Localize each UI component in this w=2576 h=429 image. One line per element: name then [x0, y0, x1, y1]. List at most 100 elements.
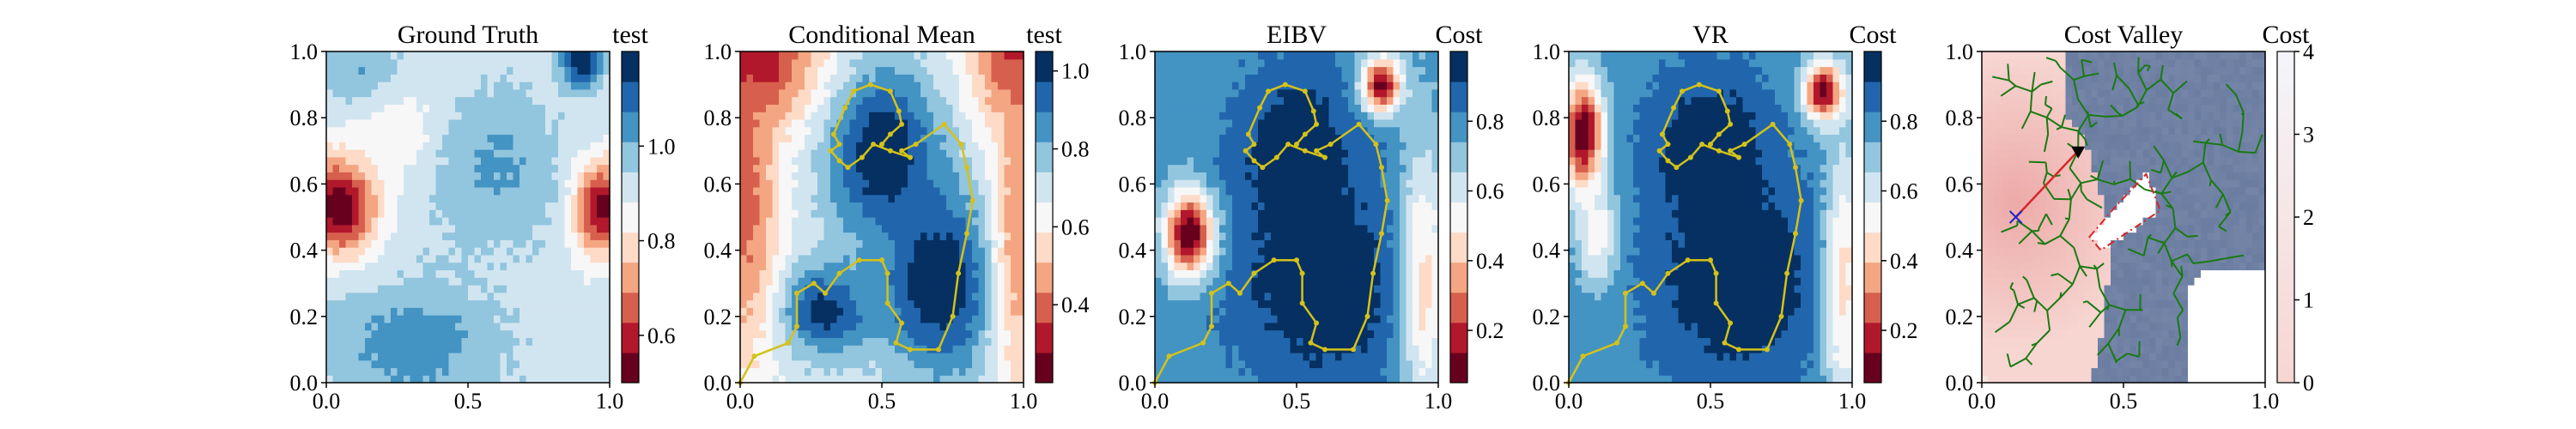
colorbar-frame: [621, 51, 640, 384]
colorbar-band: [1036, 232, 1053, 263]
rrt-edge: [2015, 85, 2032, 93]
trajectory-point: [867, 82, 873, 88]
x-tick-label: 1.0: [1010, 389, 1038, 414]
colorbar-band: [2277, 266, 2294, 276]
colorbar-band: [2277, 93, 2294, 102]
rrt-edge: [2008, 304, 2020, 323]
rrt-edge: [1994, 321, 2011, 334]
rrt-edge: [2096, 342, 2109, 356]
rrt-edge: [2077, 99, 2089, 116]
rrt-edge: [2059, 218, 2070, 237]
colorbar-band: [2277, 275, 2294, 284]
rrt-edge: [2001, 225, 2018, 233]
rrt-edge: [2172, 80, 2188, 94]
trajectory-point: [1765, 347, 1770, 353]
trajectory-point: [1209, 290, 1214, 296]
y-tick-label: 0.0: [1533, 371, 1561, 396]
y-tick-label: 0.2: [1946, 305, 1974, 329]
panel-1: Conditional Mean 0.0 0.5 1.0 0.0 0.2 0.4 0.6 0.8…: [704, 21, 1090, 414]
rrt-edge: [2177, 309, 2184, 318]
y-tick-label: 0.6: [1946, 172, 1974, 196]
colorbar-band: [1864, 112, 1881, 142]
rrt-edge: [2221, 143, 2239, 153]
rrt-edge: [2137, 72, 2148, 91]
y-tick-label: 1.0: [1946, 39, 1974, 64]
trajectory-point: [1266, 88, 1271, 94]
trajectory-point: [1373, 142, 1379, 148]
rrt-edge: [2086, 300, 2102, 313]
y-tick-label: 0.4: [1119, 239, 1147, 263]
rrt-edge: [2020, 111, 2032, 130]
colorbar: 0.2 0.4 0.6 0.8 Cost: [1849, 21, 1918, 384]
trajectory-point: [1225, 281, 1231, 287]
rrt-edge: [1991, 76, 2009, 82]
y-tick-label: 0.4: [290, 239, 319, 263]
trajectory-point: [1665, 142, 1671, 148]
trajectory-point: [887, 148, 893, 154]
colorbar-band: [1036, 142, 1053, 172]
rrt-edge: [2090, 174, 2099, 180]
current-location-marker: [2071, 146, 2086, 159]
colorbar-band: [1036, 202, 1053, 233]
colorbar-band: [1450, 322, 1467, 353]
rrt-edge: [2107, 342, 2117, 362]
y-tick-label: 0.8: [290, 106, 319, 130]
colorbar-tick-label: 1.0: [1061, 59, 1090, 84]
colorbar-tick-label: 0.8: [1061, 137, 1090, 162]
colorbar-tick-label: 0.2: [1476, 318, 1504, 343]
rrt-edge: [2095, 269, 2101, 289]
colorbar-tick-label: 0.6: [647, 323, 676, 348]
trajectory-point: [969, 197, 975, 203]
trajectory-point: [859, 154, 865, 160]
trajectory-point: [950, 313, 956, 319]
rrt-edge: [2029, 91, 2033, 112]
colorbar-band: [1450, 232, 1467, 263]
trajectory-point: [1736, 347, 1741, 353]
rrt-edge: [2163, 160, 2173, 178]
y-tick-label: 0.4: [704, 239, 732, 263]
rrt-edge: [2215, 193, 2224, 208]
rrt-edge: [2096, 263, 2105, 270]
trajectory-line: [738, 83, 974, 384]
rrt-edge: [2084, 138, 2088, 147]
rrt-edge: [2193, 260, 2211, 264]
y-tick-label: 0.0: [1946, 371, 1974, 396]
trajectory-point: [1260, 165, 1266, 171]
colorbar-band: [1036, 82, 1053, 112]
rrt-edge: [2146, 65, 2151, 72]
trajectory: [738, 82, 975, 385]
rrt-edge: [2077, 114, 2089, 132]
rrt-edge: [2090, 121, 2098, 129]
x-axis: 0.0 0.5 1.0: [313, 383, 623, 414]
rrt-edge: [2042, 172, 2048, 184]
trajectory-point: [1696, 82, 1702, 88]
y-axis: 0.0 0.2 0.4 0.6 0.8 1.0: [1946, 39, 1982, 396]
rrt-edge: [2037, 242, 2045, 245]
rrt-edge: [2033, 297, 2038, 302]
rrt-edge: [2081, 58, 2093, 63]
trajectory-point: [836, 270, 842, 276]
heatmap-field: [1155, 51, 1439, 384]
trajectory-point: [1639, 281, 1645, 287]
colorbar-band: [2277, 59, 2294, 69]
colorbar-band: [622, 202, 639, 233]
y-tick-label: 0.2: [1119, 305, 1147, 329]
trajectory-point: [1716, 131, 1722, 137]
trajectory-point: [1708, 257, 1713, 263]
trajectory-point: [1322, 154, 1327, 160]
rrt-edge: [2080, 190, 2087, 200]
rrt-edge: [2073, 77, 2077, 82]
trajectory-point: [1302, 148, 1308, 154]
y-tick-label: 0.6: [290, 172, 319, 196]
rrt-edge: [2099, 287, 2111, 305]
rrt-edge: [2018, 230, 2033, 245]
rrt-edge: [2055, 60, 2062, 69]
colorbar-band: [1864, 322, 1881, 353]
trajectory-point: [1294, 257, 1299, 263]
rrt-edge: [2111, 75, 2118, 91]
rrt-edge: [2209, 257, 2227, 263]
trajectory-point: [1302, 88, 1308, 94]
trajectory-point: [1728, 148, 1734, 154]
rrt-edge: [2110, 104, 2119, 114]
colorbar-band: [1864, 292, 1881, 323]
